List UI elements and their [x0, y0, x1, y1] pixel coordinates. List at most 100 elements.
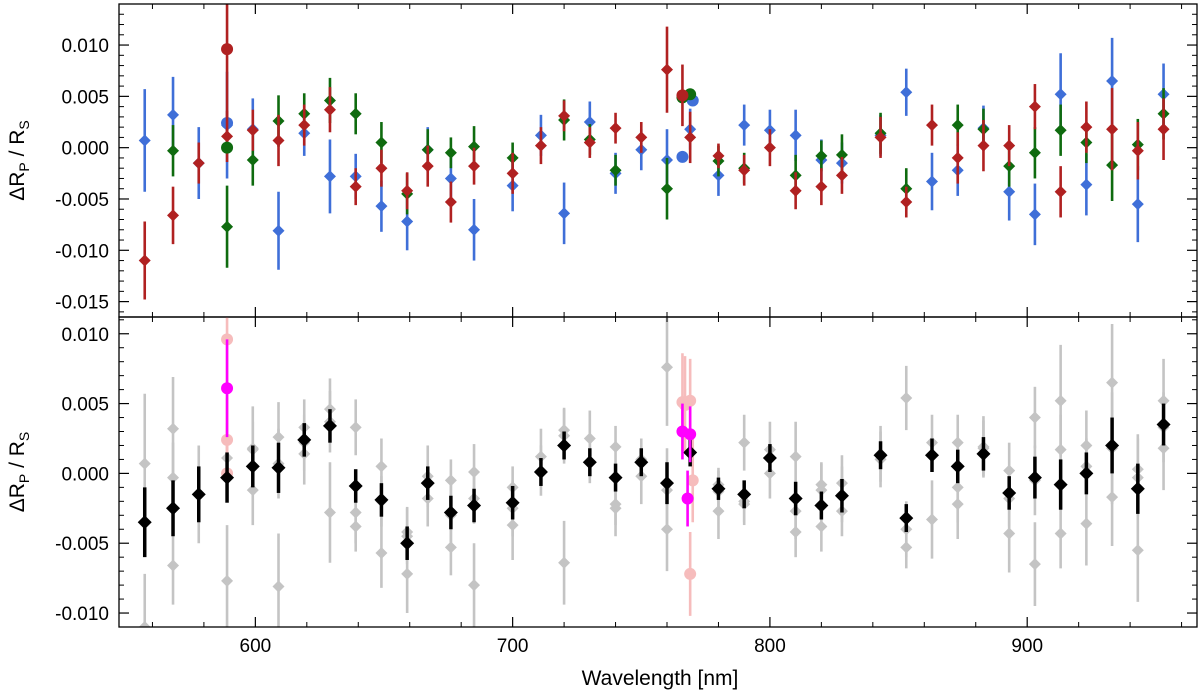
blue-point-17 [583, 116, 596, 129]
individual-lines-pink-point-5 [684, 394, 697, 407]
x-axis-label: Wavelength [nm] [582, 667, 739, 690]
xtick-label: 800 [754, 636, 786, 657]
ytick-label: 0.000 [61, 464, 109, 485]
individual-grey-point-12 [468, 579, 481, 592]
green-point-1 [221, 220, 234, 233]
combined-point-9 [374, 492, 389, 507]
red-point-21 [684, 131, 697, 144]
green-point-16 [661, 182, 674, 195]
ytick-label: 0.005 [61, 87, 109, 108]
combined-point-12 [443, 505, 458, 520]
combined-point-24 [762, 451, 777, 466]
individual-lines-pink-point-1 [221, 433, 234, 446]
red-point-12 [444, 196, 457, 209]
blue-point-16 [558, 207, 571, 220]
red-point-32 [977, 139, 990, 152]
xtick-label: 900 [1011, 636, 1043, 657]
red-point-28 [874, 131, 887, 144]
individual-grey-point-82 [558, 424, 571, 437]
individual-lines-pink-point-7 [686, 474, 699, 487]
individual-grey-point-21 [738, 436, 751, 449]
individual-grey-point-26 [900, 391, 913, 404]
red-point-35 [1054, 185, 1067, 198]
blue-point-9 [375, 200, 388, 213]
xtick-label: 700 [497, 636, 529, 657]
combined-point-25 [788, 491, 803, 506]
combined-point-16 [557, 438, 572, 453]
individual-grey-point-89 [789, 526, 802, 539]
series-red-lines [221, 4, 689, 142]
red-point-29 [900, 196, 913, 209]
series-blue-lines [221, 94, 699, 163]
red-point-2 [192, 157, 205, 170]
blue-point-12 [444, 172, 457, 185]
red-point-11 [421, 160, 434, 173]
red-point-19 [635, 131, 648, 144]
green-point-27 [1028, 146, 1041, 159]
blue-point-13 [468, 223, 481, 236]
series-blue [138, 37, 1170, 270]
blue-point-23 [738, 119, 751, 132]
ytick-label: 0.000 [61, 139, 109, 160]
series-green-lines [221, 88, 697, 154]
red-point-22 [712, 149, 725, 162]
individual-grey-point-4 [272, 580, 285, 593]
individual-grey-point-103 [221, 574, 234, 587]
red-point-39 [1157, 123, 1170, 136]
combined-point-7 [322, 418, 337, 433]
green-point-20 [815, 149, 828, 162]
combined-point-11 [420, 476, 435, 491]
blue-point-35 [1054, 88, 1067, 101]
individual-grey-point-69 [167, 559, 180, 572]
individual-grey-point-98 [1054, 527, 1067, 540]
individual-grey-point-8 [375, 546, 388, 559]
green-point-2 [246, 153, 259, 166]
red-point-33 [1003, 139, 1016, 152]
combined-point-22 [711, 481, 726, 496]
blue-point-5 [272, 224, 285, 237]
series-red [138, 26, 1170, 300]
ytick-label: -0.010 [55, 241, 109, 262]
individual-grey-point-6 [323, 506, 336, 519]
red-point-0 [138, 254, 151, 267]
red-point-30 [926, 119, 939, 132]
ytick-label: 0.010 [61, 325, 109, 346]
red-point-15 [534, 139, 547, 152]
combined-point-13 [467, 498, 482, 513]
individual-grey-point-9 [401, 567, 414, 580]
combined-point-2 [191, 487, 206, 502]
red-point-27 [835, 169, 848, 182]
blue-point-0 [138, 134, 151, 147]
combined-point-19 [634, 455, 649, 470]
blue-point-1 [167, 108, 180, 121]
individual-grey-point-27 [926, 513, 939, 526]
combined-point-26 [814, 498, 829, 513]
combined-point-17 [582, 455, 597, 470]
ytick-label: -0.005 [55, 190, 109, 211]
combined-point-23 [737, 487, 752, 502]
bottom-panel-ticks [119, 317, 1197, 628]
combined-point-20 [660, 476, 675, 491]
blue-point-34 [1028, 208, 1041, 221]
individual-grey-point-42 [349, 421, 362, 434]
individual-grey-point-35 [1131, 544, 1144, 557]
ytick-label: -0.005 [55, 534, 109, 555]
combined-point-8 [348, 478, 363, 493]
red-point-25 [789, 184, 802, 197]
green-point-10 [444, 146, 457, 159]
combined-point-33 [1002, 485, 1017, 500]
individual-grey-point-37 [167, 471, 180, 484]
blue-point-33 [1003, 185, 1016, 198]
red-lines-point-0 [221, 43, 234, 56]
bottom-panel-xtick-labels: 600 700 800 900 [240, 636, 1044, 657]
combined-point-29 [899, 511, 914, 526]
individual-grey-point-88 [763, 467, 776, 480]
red-point-36 [1080, 121, 1093, 134]
individual-grey-point-55 [815, 478, 828, 491]
red-point-7 [323, 103, 336, 116]
green-point-7 [375, 136, 388, 149]
combined-lines-magenta-point-2 [684, 428, 697, 441]
individual-grey-point-15 [558, 556, 571, 569]
combined-point-6 [297, 432, 312, 447]
red-lines-point-1 [676, 89, 689, 102]
